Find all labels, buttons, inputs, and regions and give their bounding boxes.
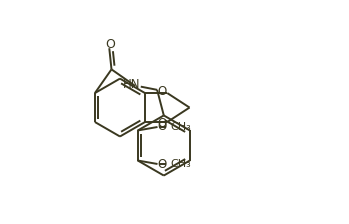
- Text: O: O: [157, 158, 166, 171]
- Text: O: O: [157, 117, 166, 130]
- Text: O: O: [157, 85, 166, 98]
- Text: CH₃: CH₃: [170, 159, 191, 169]
- Text: O: O: [157, 120, 166, 133]
- Text: CH₃: CH₃: [170, 122, 191, 131]
- Text: O: O: [105, 38, 115, 51]
- Text: HN: HN: [123, 78, 141, 91]
